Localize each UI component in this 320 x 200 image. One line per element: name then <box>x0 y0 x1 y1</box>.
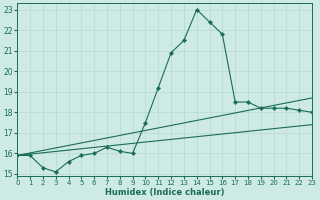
X-axis label: Humidex (Indice chaleur): Humidex (Indice chaleur) <box>105 188 224 197</box>
